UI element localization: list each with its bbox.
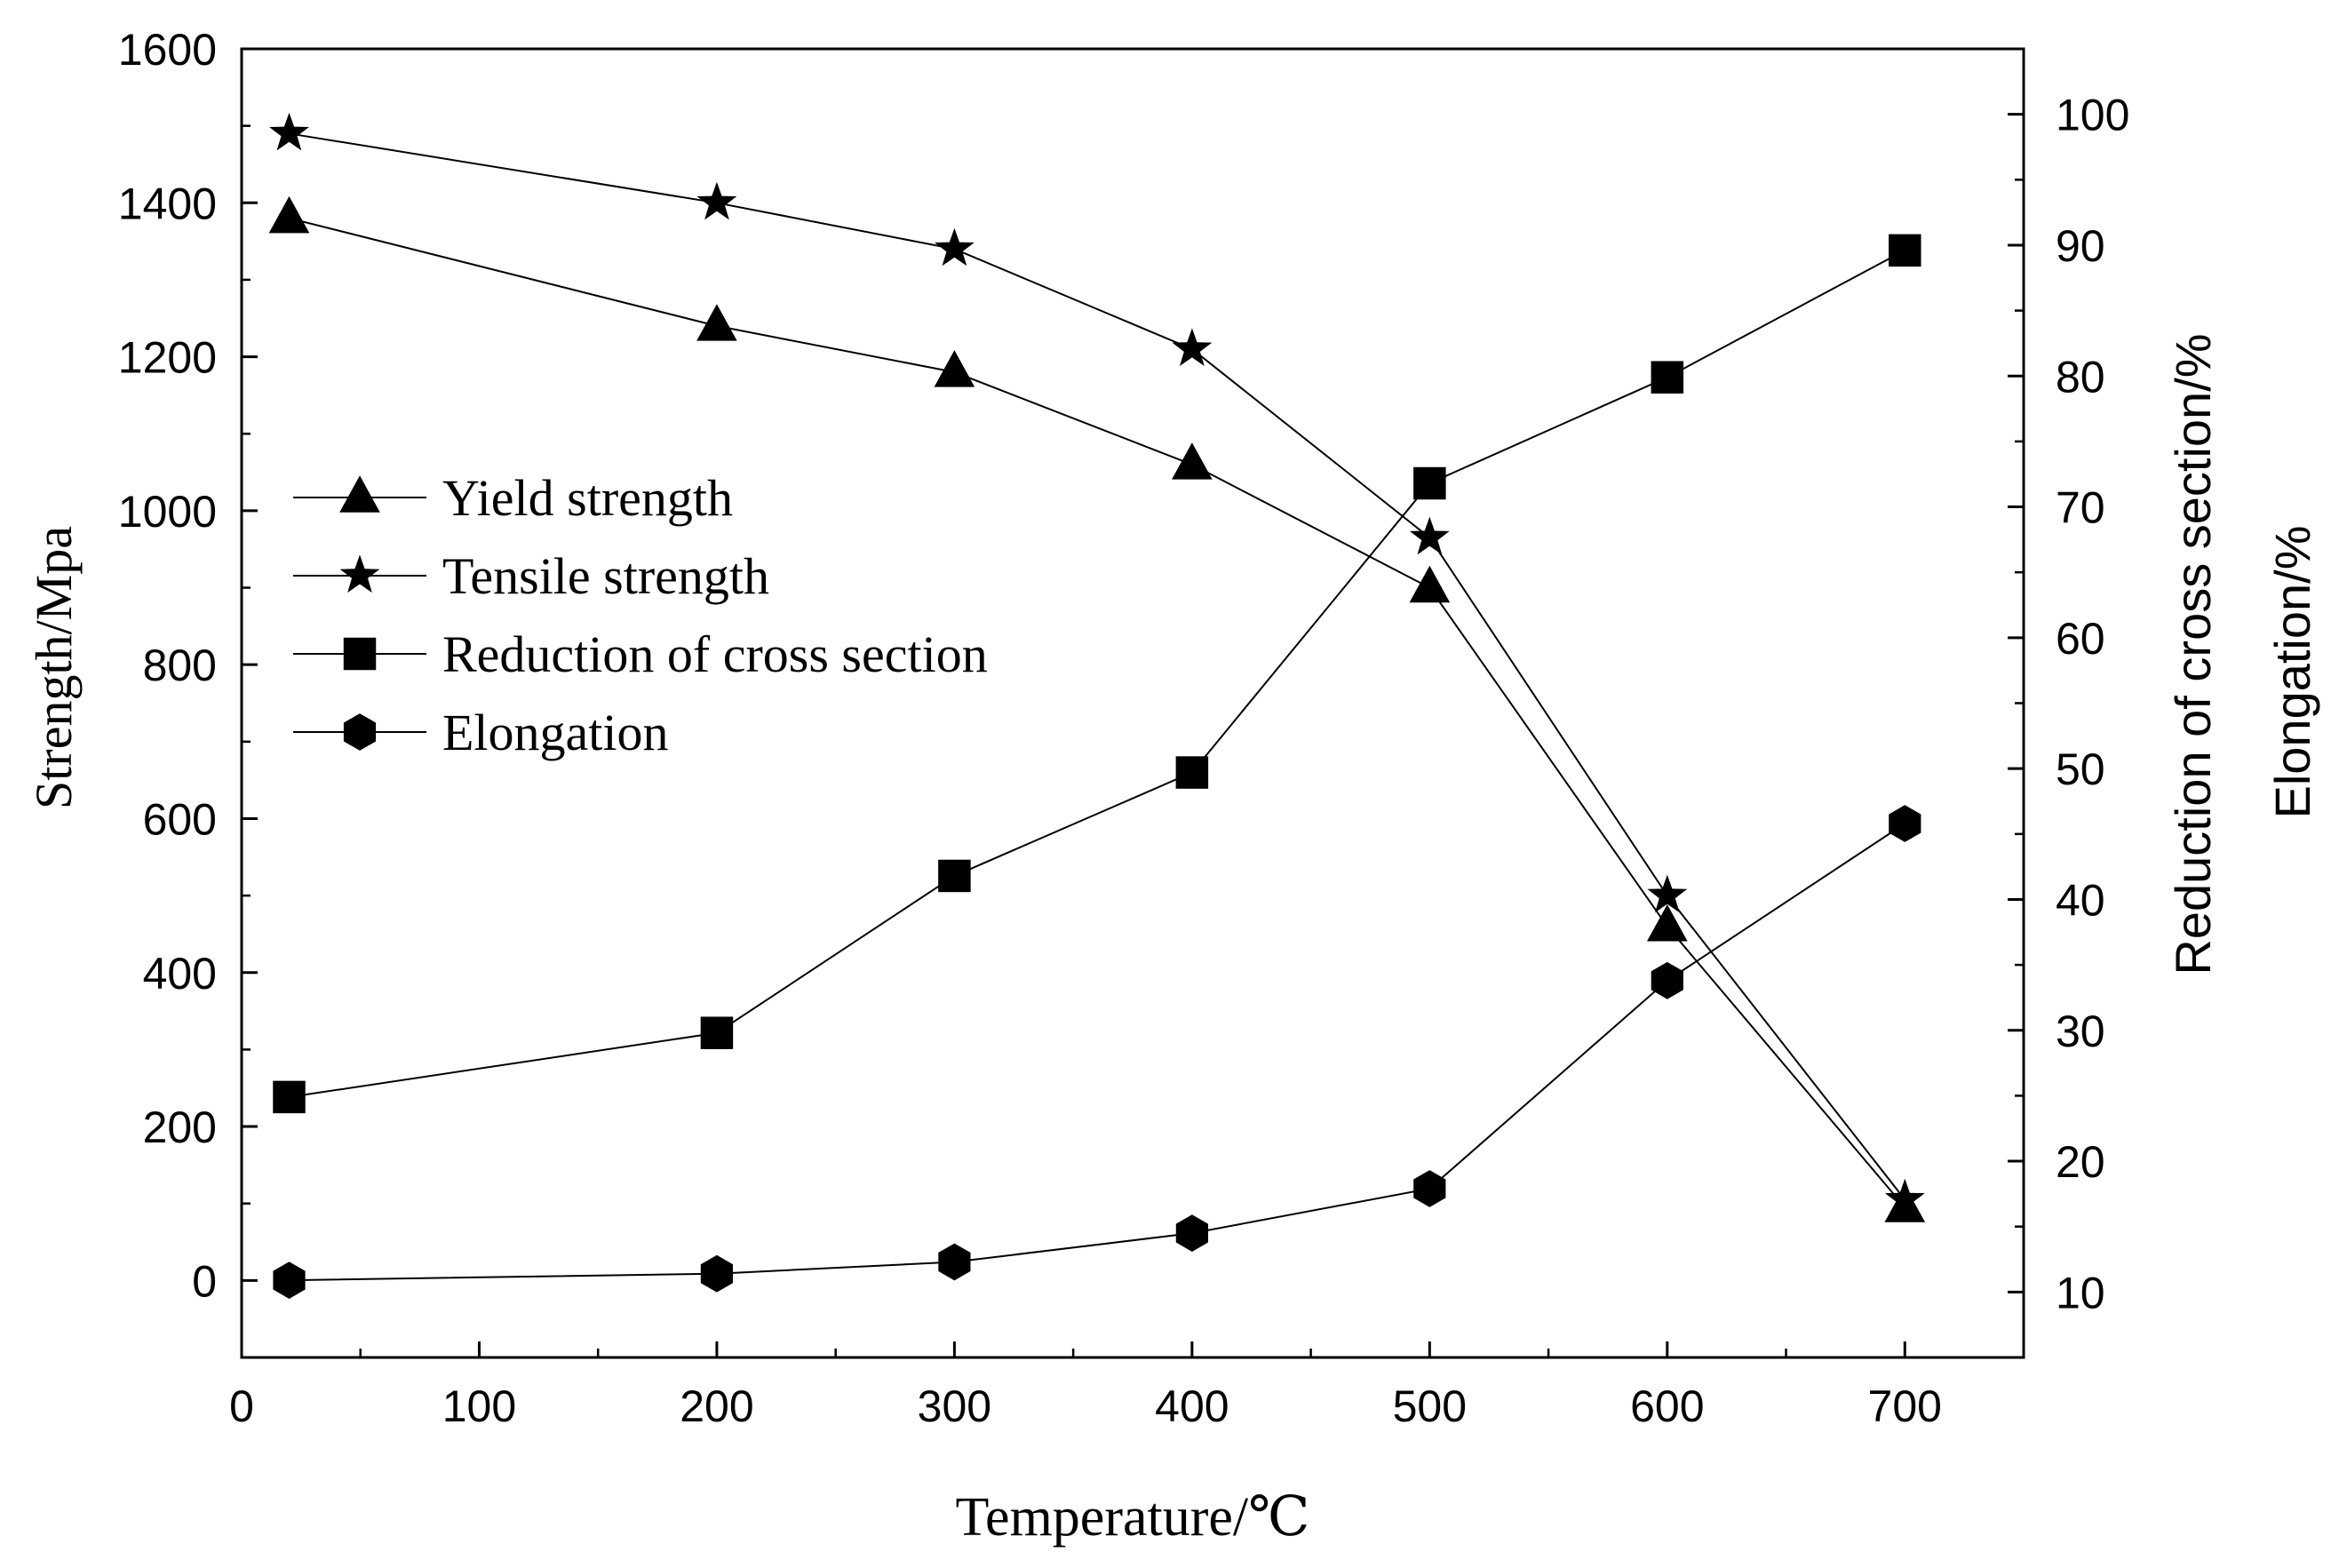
x-tick-label: 500 [1393, 1381, 1467, 1431]
x-tick-label: 400 [1155, 1381, 1229, 1431]
y-right-tick-label: 80 [2056, 352, 2105, 402]
legend-label: Elongation [442, 704, 669, 761]
y-left-tick-label: 600 [143, 794, 217, 844]
data-point [1175, 756, 1209, 789]
legend-label: Yield strength [442, 469, 733, 527]
legend-label: Tensile strength [442, 547, 769, 605]
axis-ticks: 0 100 200 300 400 500 600 700 0 200 400 600 800 1000 1… [118, 25, 2130, 1431]
data-point [938, 1243, 971, 1281]
y-right-tick-label: 20 [2056, 1137, 2105, 1187]
data-point [268, 195, 310, 234]
data-point [1175, 1214, 1208, 1252]
data-point [273, 1080, 306, 1114]
data-point [1651, 361, 1684, 394]
data-point [1647, 904, 1688, 942]
y-axis-right-label-elongation: Elongation/% [2264, 525, 2320, 818]
data-point [1651, 961, 1683, 999]
data-point [935, 227, 975, 267]
legend-marker [339, 554, 380, 593]
y-left-tick-label: 1400 [118, 179, 217, 228]
data-point [1172, 328, 1213, 366]
legend-item: Yield strength [293, 469, 733, 527]
legend-item: Elongation [293, 704, 669, 761]
data-point [696, 181, 737, 220]
data-point [1889, 234, 1921, 267]
data-point [1647, 874, 1688, 913]
data-point [273, 1262, 306, 1299]
data-point [696, 304, 737, 341]
y-left-tick-label: 1600 [118, 25, 217, 75]
data-point [700, 1016, 734, 1049]
data-point [700, 1254, 733, 1293]
data-point [1172, 442, 1213, 480]
y-right-tick-label: 30 [2056, 1007, 2105, 1056]
y-right-tick-label: 60 [2056, 614, 2105, 664]
y-right-tick-label: 70 [2056, 483, 2105, 533]
x-tick-label: 300 [918, 1381, 991, 1431]
x-tick-label: 600 [1630, 1381, 1704, 1431]
x-axis-label: Temperature/℃ [956, 1487, 1310, 1548]
data-point [1884, 1178, 1925, 1217]
x-tick-label: 0 [229, 1381, 254, 1431]
data-point [269, 112, 309, 151]
series-reduction-of-cross-section [273, 234, 1921, 1114]
y-left-tick-label: 1000 [118, 487, 217, 537]
series-tensile-strength [269, 112, 1925, 1217]
data-point [1409, 516, 1450, 555]
series-layer [268, 112, 1926, 1299]
y-right-tick-label: 10 [2056, 1268, 2105, 1317]
series-elongation [273, 805, 1921, 1299]
y-left-tick-label: 0 [192, 1256, 217, 1306]
data-point [938, 859, 971, 893]
data-point [1413, 1170, 1446, 1207]
data-point [1413, 466, 1446, 500]
y-axis-right-label-reduction: Reduction of cross section/% [2165, 333, 2221, 975]
legend-marker [343, 637, 377, 671]
data-point [1889, 805, 1921, 842]
y-left-tick-label: 400 [143, 949, 217, 999]
x-tick-label: 700 [1868, 1381, 1942, 1431]
x-tick-label: 200 [680, 1381, 753, 1431]
y-right-tick-label: 50 [2056, 744, 2105, 794]
y-right-tick-label: 100 [2056, 91, 2129, 140]
legend: Yield strength Tensile strength Reduction … [293, 469, 988, 761]
legend-marker [339, 475, 380, 513]
y-left-tick-label: 1200 [118, 333, 217, 383]
y-left-tick-label: 200 [143, 1102, 217, 1152]
legend-marker [343, 713, 377, 751]
y-right-tick-label: 40 [2056, 875, 2105, 925]
legend-item: Reduction of cross section [293, 625, 988, 683]
x-tick-label: 100 [442, 1381, 516, 1431]
data-point [934, 350, 975, 387]
y-right-tick-label: 90 [2056, 221, 2105, 271]
data-point [1409, 565, 1451, 603]
legend-item: Tensile strength [293, 547, 769, 605]
y-axis-left-label: Strength/Mpa [25, 526, 83, 809]
y-left-tick-label: 800 [143, 641, 217, 690]
legend-label: Reduction of cross section [442, 625, 988, 683]
axis-labels: Temperature/℃ Strength/Mpa Reduction of … [25, 333, 2320, 1548]
